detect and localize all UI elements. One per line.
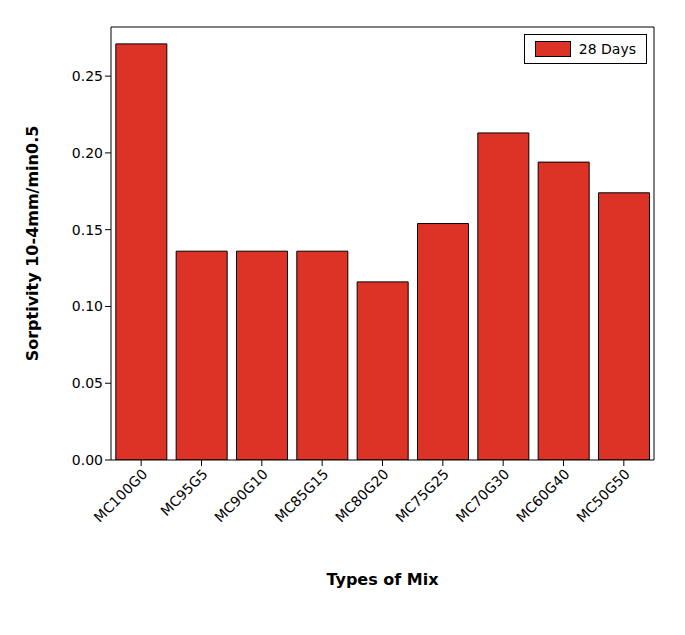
svg-text:0.20: 0.20 xyxy=(72,145,103,161)
svg-text:MC95G5: MC95G5 xyxy=(157,466,210,519)
svg-text:MC100G0: MC100G0 xyxy=(91,466,151,526)
svg-text:Types of Mix: Types of Mix xyxy=(326,570,439,589)
svg-text:0.00: 0.00 xyxy=(72,452,103,468)
html-text:28 Days: 28 Days xyxy=(578,41,636,57)
svg-text:MC70G30: MC70G30 xyxy=(453,466,513,526)
svg-text:0.10: 0.10 xyxy=(72,298,103,314)
svg-text:MC80G20: MC80G20 xyxy=(332,466,392,526)
svg-text:MC90G10: MC90G10 xyxy=(211,466,271,526)
svg-text:Sorptivity 10-4mm/min0.5: Sorptivity 10-4mm/min0.5 xyxy=(23,126,42,362)
svg-text:0.05: 0.05 xyxy=(72,375,103,391)
svg-text:MC75G25: MC75G25 xyxy=(392,466,452,526)
svg-text:MC85G15: MC85G15 xyxy=(272,466,332,526)
svg-text:MC50G50: MC50G50 xyxy=(573,466,633,526)
svg-text:MC60G40: MC60G40 xyxy=(513,466,573,526)
svg-text:0.15: 0.15 xyxy=(72,222,103,238)
svg-text:0.25: 0.25 xyxy=(72,68,103,84)
